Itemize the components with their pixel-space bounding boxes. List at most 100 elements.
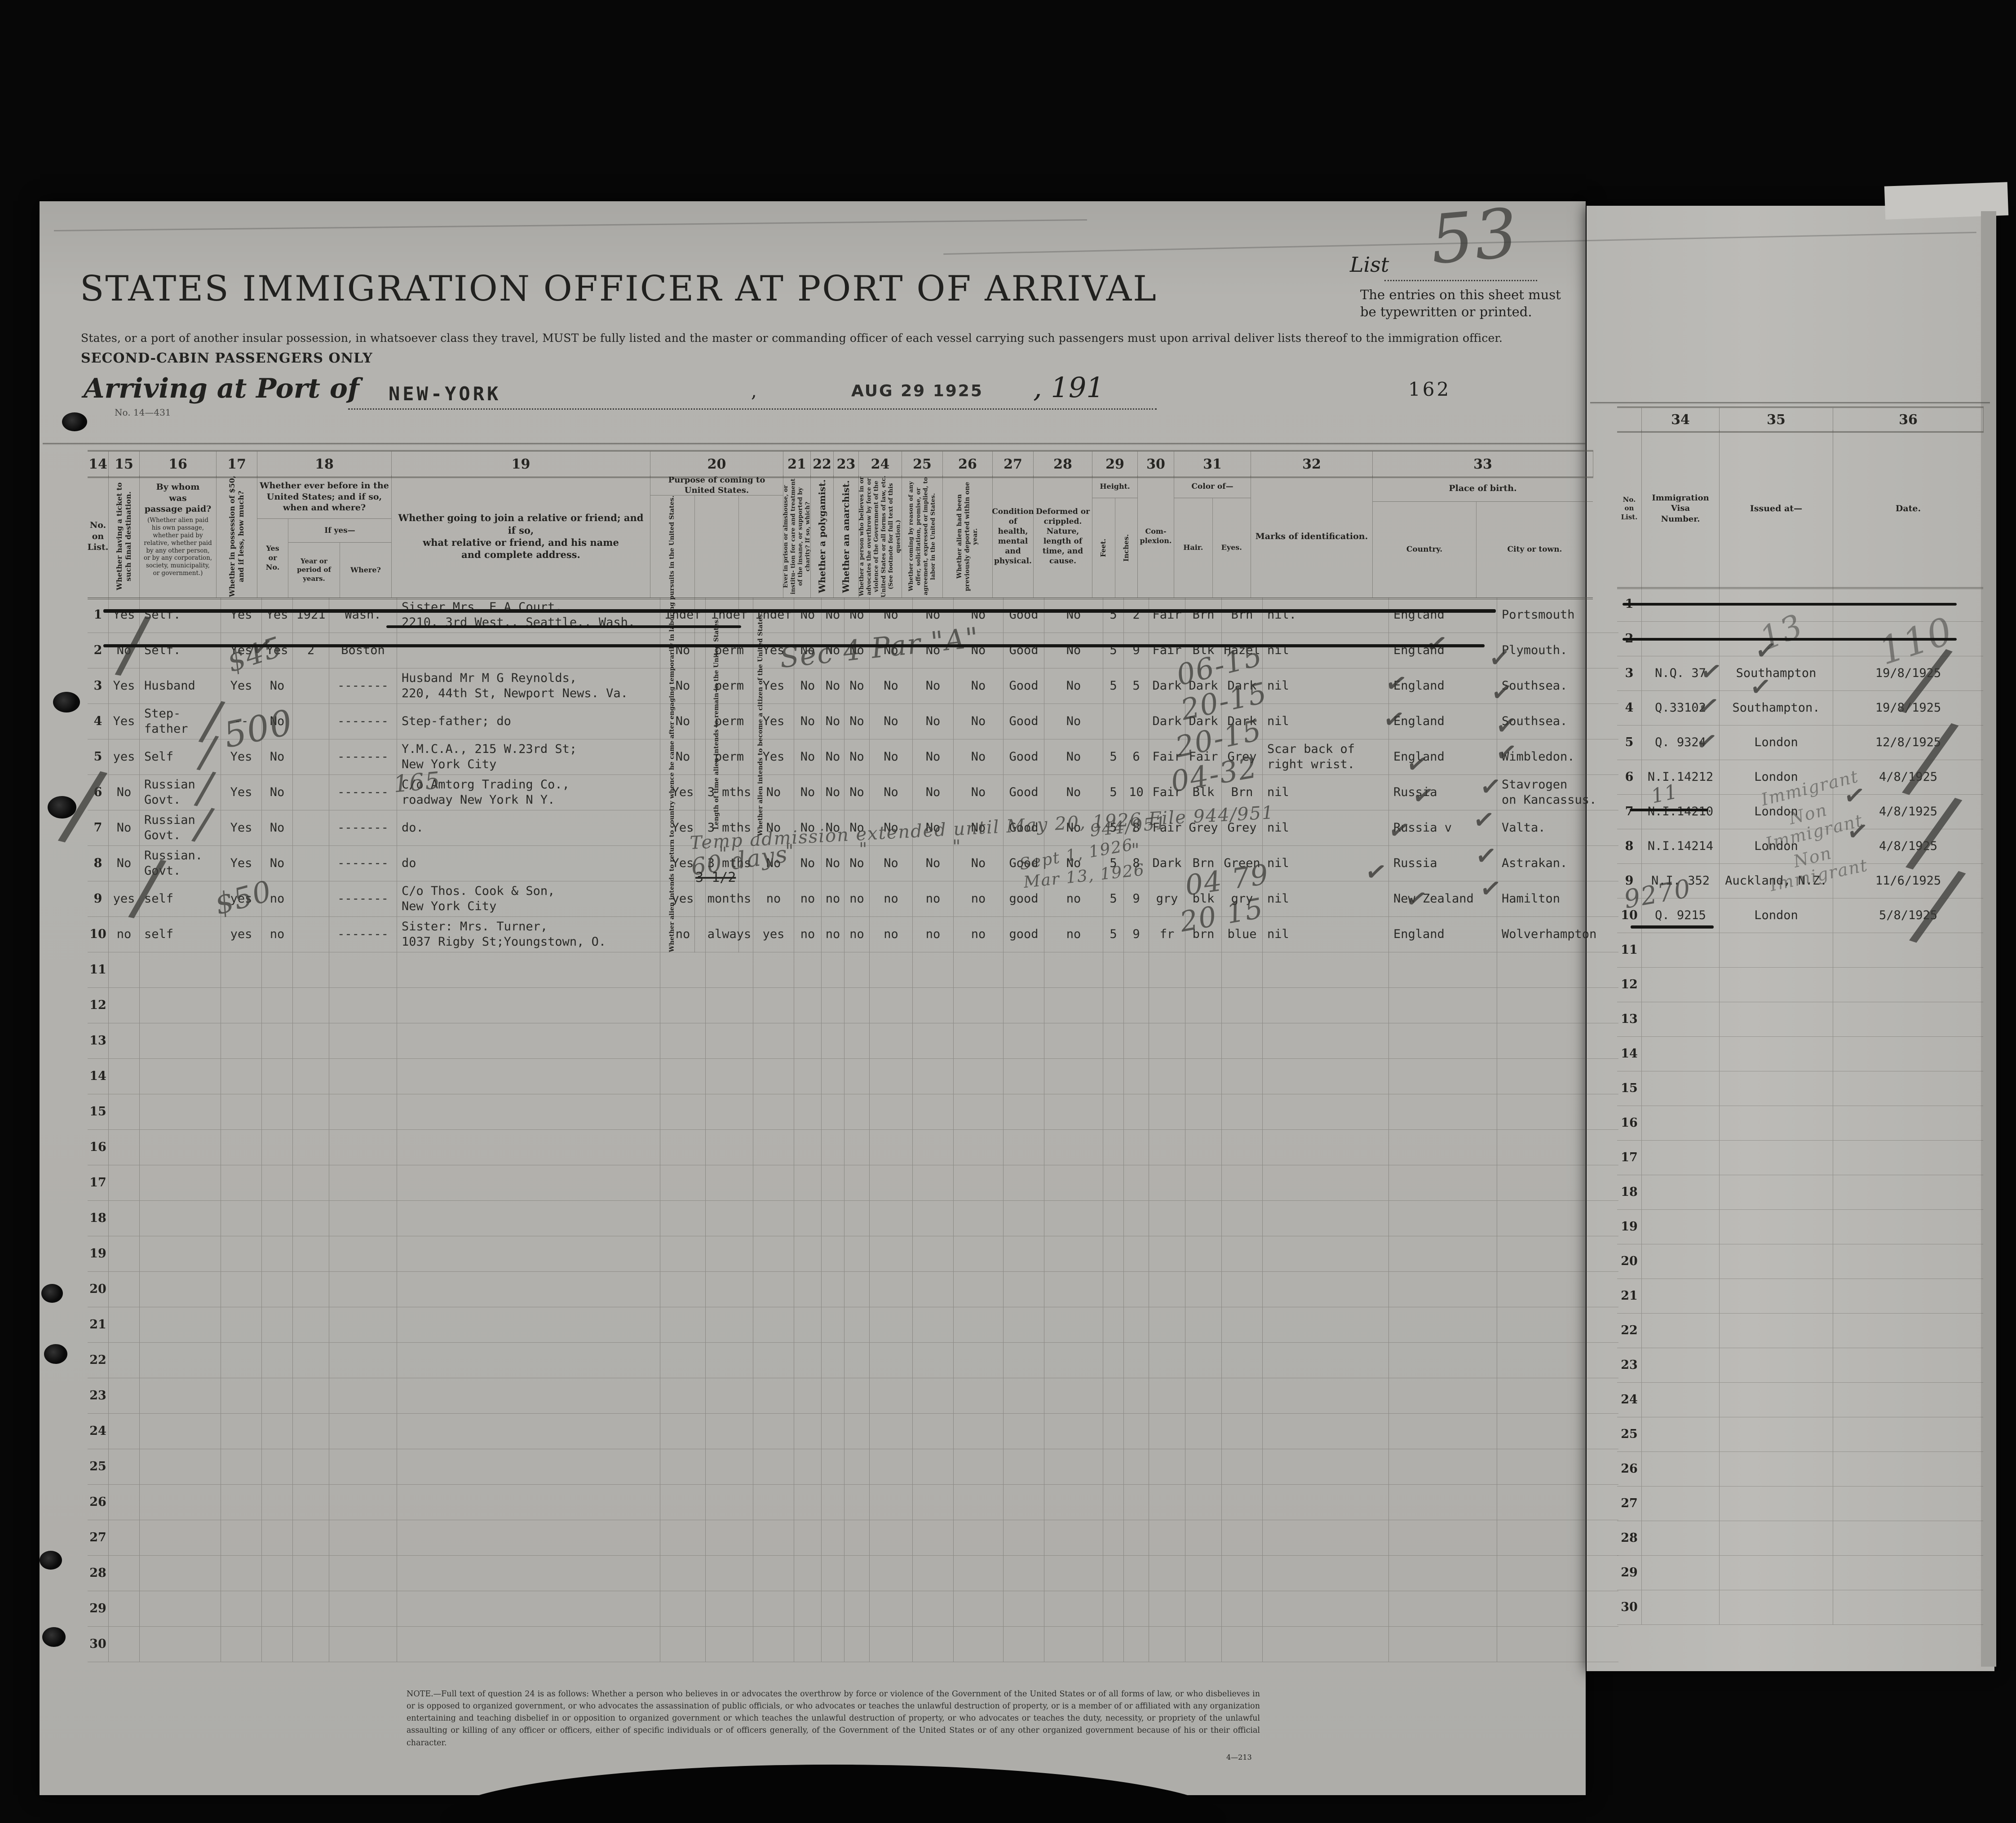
cell: 22 [88, 1343, 109, 1378]
cell: 15 [88, 1094, 109, 1129]
cell [870, 1378, 913, 1413]
cell: no [844, 917, 870, 952]
cell [1103, 952, 1124, 987]
entries-note: The entries on this sheet must be typewr… [1360, 287, 1561, 319]
cell [822, 1236, 844, 1271]
cell [1185, 1272, 1222, 1307]
cell [1497, 1520, 1618, 1555]
cell [1833, 1348, 1983, 1382]
cell: Brn [1222, 597, 1263, 633]
punch-hole [41, 1284, 63, 1303]
cell [660, 1449, 706, 1484]
cell [870, 1307, 913, 1342]
cell [660, 1130, 706, 1165]
cell [1720, 1521, 1833, 1555]
strike-through-line [1623, 603, 1957, 606]
cell [329, 1130, 397, 1165]
cell: Sister: Mrs. Turner, 1037 Rigby St;Young… [397, 917, 660, 952]
manifest-row: 13 [1617, 1002, 1983, 1037]
cell: Yes [109, 668, 140, 704]
cell [706, 1414, 753, 1449]
cell: Wolverhampton [1502, 927, 1597, 942]
cell: perm [706, 739, 753, 774]
cell: No [660, 668, 706, 704]
cell [844, 1591, 870, 1626]
form-number-small: No. 14—431 [115, 407, 171, 418]
cell: No [954, 739, 1004, 774]
cell [1004, 1378, 1044, 1413]
column-number: 21 [783, 451, 811, 477]
cell [140, 1201, 221, 1236]
cell [1642, 1487, 1720, 1521]
cell [954, 1485, 1004, 1520]
cell: 30 [1617, 1590, 1642, 1624]
cell [822, 1094, 844, 1129]
cell: 12 [1617, 968, 1642, 1002]
cell [1149, 1627, 1185, 1662]
cell [870, 988, 913, 1023]
cell: Hamilton [1502, 892, 1561, 906]
cell: No [1044, 739, 1103, 774]
cell: No [844, 739, 870, 774]
cell: No [1044, 704, 1103, 739]
cell: 25 [1617, 1417, 1642, 1451]
cell: 19/8/1925 [1875, 666, 1941, 681]
cell: Husband Mr M G Reynolds, 220, 44th St, N… [397, 668, 660, 704]
cell: No [109, 775, 140, 810]
cell: Yes [221, 775, 262, 810]
cell: 12/8/1925 [1875, 735, 1941, 750]
cell [1103, 1520, 1124, 1555]
cell: 8 [1617, 829, 1642, 863]
strike-through-line [1623, 638, 1957, 641]
cell: Indef [753, 597, 794, 633]
cell [753, 1201, 794, 1236]
cell [397, 1556, 660, 1591]
cell: 2 [1124, 597, 1149, 633]
cell [329, 1272, 397, 1307]
cell [794, 952, 822, 987]
cell [293, 1059, 329, 1094]
cell [1833, 1521, 1983, 1555]
manifest-row: 30 [88, 1627, 1618, 1662]
manifest-row: 29 [88, 1591, 1618, 1627]
cell [1389, 988, 1497, 1023]
manifest-row: 5 Q. 9324 London 12/8/1925 [1617, 726, 1983, 760]
cell: 19 [1617, 1210, 1642, 1244]
cell: no [913, 917, 954, 952]
cell [140, 1556, 221, 1591]
cell [1103, 1094, 1124, 1129]
cell [870, 1272, 913, 1307]
cell [844, 1307, 870, 1342]
cell: yes [660, 881, 706, 916]
cell [1044, 1272, 1103, 1307]
cell [1044, 952, 1103, 987]
cell [140, 1165, 221, 1200]
cell [753, 988, 794, 1023]
cell [706, 1485, 753, 1520]
cell: No [822, 775, 844, 810]
cell [1720, 1487, 1833, 1521]
cell [1222, 1094, 1263, 1129]
cell: 24 [88, 1414, 109, 1449]
cell: 6 [1124, 739, 1149, 774]
cell [262, 1520, 293, 1555]
cell [954, 1414, 1004, 1449]
cell [1149, 1307, 1185, 1342]
cell: Brn [1222, 775, 1263, 810]
cell [1642, 1279, 1720, 1313]
cell [822, 952, 844, 987]
manifest-row: 20 [88, 1272, 1618, 1307]
cell: No [822, 704, 844, 739]
cell [109, 1520, 140, 1555]
cell [822, 988, 844, 1023]
cell [844, 1414, 870, 1449]
cell [1497, 1378, 1618, 1413]
cell [1103, 1307, 1124, 1342]
cell [1642, 1417, 1720, 1451]
cell: No [1044, 668, 1103, 704]
cell [1185, 952, 1222, 987]
manifest-row: 17 [1617, 1141, 1983, 1175]
cell [822, 1201, 844, 1236]
cell [1263, 1520, 1389, 1555]
cell [1222, 1449, 1263, 1484]
